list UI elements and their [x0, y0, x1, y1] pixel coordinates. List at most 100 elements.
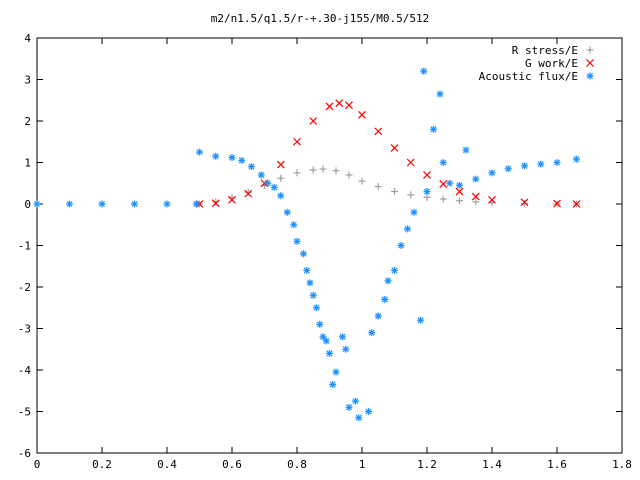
- data-point: [537, 160, 545, 168]
- data-point: [521, 162, 528, 170]
- legend-marker: [586, 72, 594, 80]
- data-point: [374, 183, 382, 191]
- data-point: [248, 163, 255, 171]
- data-point: [196, 148, 203, 156]
- data-point: [339, 333, 346, 341]
- data-point: [300, 250, 307, 258]
- y-tick-label: -6: [18, 447, 31, 460]
- data-point: [270, 183, 278, 191]
- data-point: [293, 237, 301, 245]
- data-point: [572, 200, 581, 208]
- data-point: [417, 316, 424, 324]
- data-point: [472, 175, 480, 183]
- data-point: [332, 167, 340, 175]
- data-point: [290, 221, 298, 229]
- y-tick-label: 4: [24, 32, 31, 45]
- data-point: [488, 169, 496, 177]
- x-tick-label: 0.4: [157, 458, 177, 471]
- data-point: [192, 200, 200, 208]
- data-point: [374, 127, 383, 136]
- data-point: [352, 397, 359, 405]
- data-point: [455, 187, 464, 196]
- data-point: [212, 198, 220, 206]
- y-tick-label: 3: [24, 74, 31, 87]
- data-point: [374, 312, 382, 320]
- data-point: [264, 179, 272, 187]
- data-point: [33, 200, 41, 208]
- data-point: [309, 117, 318, 125]
- data-point: [456, 181, 463, 189]
- data-point: [131, 200, 138, 208]
- data-point: [439, 159, 447, 166]
- data-point: [471, 192, 480, 201]
- data-point: [332, 368, 340, 376]
- y-tick-label: -5: [18, 406, 31, 419]
- data-point: [439, 195, 447, 203]
- data-point: [329, 381, 337, 389]
- y-tick-label: -2: [18, 281, 31, 294]
- y-tick-label: -1: [18, 240, 31, 253]
- data-point: [313, 304, 320, 312]
- data-point: [276, 160, 285, 169]
- data-point: [406, 158, 415, 167]
- data-point: [228, 195, 236, 204]
- data-point: [345, 101, 353, 110]
- data-point: [365, 408, 372, 415]
- legend-marker: [586, 59, 594, 67]
- data-point: [257, 171, 265, 179]
- x-tick-label: 1: [359, 458, 366, 471]
- legend-label: G work/E: [525, 57, 578, 70]
- plot-frame: [36, 37, 623, 454]
- data-point: [238, 156, 246, 164]
- data-point: [228, 154, 236, 162]
- x-tick-label: 1.2: [417, 458, 437, 471]
- data-point: [423, 188, 431, 196]
- data-point: [355, 414, 363, 422]
- x-tick-label: 1.8: [612, 458, 632, 471]
- data-point: [553, 199, 561, 208]
- data-point: [335, 99, 344, 108]
- axes: 0 0.2 0.4 0.6 0.8 1 1.2 1.4 1.6 1.8 -6 -5 -4 -3 -2 -1 0 1…: [18, 32, 632, 471]
- data-point: [488, 195, 496, 204]
- data-point: [303, 266, 311, 274]
- data-point: [211, 199, 220, 208]
- data-point: [322, 337, 330, 345]
- data-point: [345, 171, 353, 179]
- data-point: [277, 174, 285, 182]
- data-point: [404, 225, 411, 233]
- x-tick-label: 0.2: [92, 458, 112, 471]
- data-point: [553, 159, 561, 166]
- data-point: [244, 188, 252, 196]
- legend-marker: [586, 46, 594, 54]
- data-point: [293, 169, 301, 177]
- data-point: [446, 179, 454, 187]
- x-tick-label: 0.6: [222, 458, 242, 471]
- data-point: [66, 200, 73, 208]
- data-point: [309, 291, 317, 299]
- data-point: [316, 320, 324, 328]
- x-tick-label: 1.4: [482, 458, 502, 471]
- x-tick-label: 1.6: [547, 458, 567, 471]
- y-tick-label: 2: [24, 115, 31, 128]
- series-2: [33, 67, 580, 422]
- data-point: [212, 152, 220, 160]
- data-point: [423, 171, 431, 179]
- data-point: [430, 125, 437, 133]
- data-point: [436, 90, 444, 98]
- data-point: [384, 277, 392, 285]
- data-point: [407, 191, 415, 199]
- data-point: [381, 295, 389, 303]
- y-tick-label: -3: [18, 323, 31, 336]
- x-tick-label: 0.8: [287, 458, 307, 471]
- data-point: [345, 403, 353, 411]
- data-point: [163, 200, 171, 208]
- data-point: [456, 197, 463, 205]
- series-0: [196, 165, 580, 208]
- data-point: [462, 146, 470, 154]
- data-point: [521, 200, 528, 208]
- data-point: [391, 266, 398, 274]
- data-point: [520, 198, 529, 207]
- data-point: [390, 144, 399, 152]
